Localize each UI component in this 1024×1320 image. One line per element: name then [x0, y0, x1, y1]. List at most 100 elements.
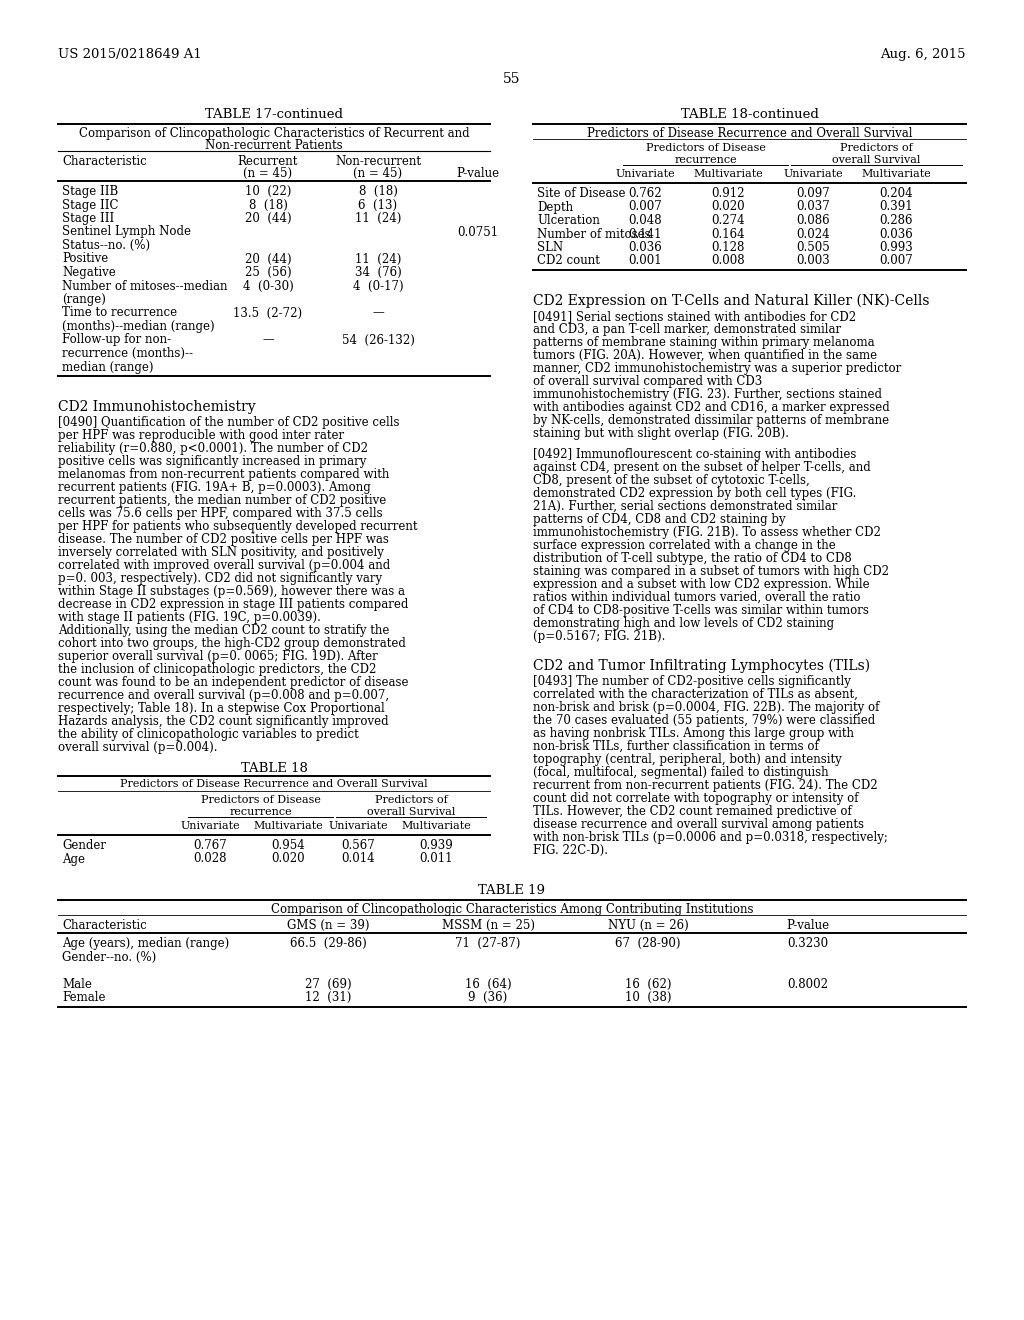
- Text: 66.5  (29-86): 66.5 (29-86): [290, 937, 367, 950]
- Text: Characteristic: Characteristic: [62, 919, 146, 932]
- Text: 11  (24): 11 (24): [354, 252, 401, 265]
- Text: 9  (36): 9 (36): [468, 991, 508, 1005]
- Text: respectively; Table 18). In a stepwise Cox Proportional: respectively; Table 18). In a stepwise C…: [58, 702, 385, 715]
- Text: [0490] Quantification of the number of CD2 positive cells: [0490] Quantification of the number of C…: [58, 416, 399, 429]
- Text: Negative: Negative: [62, 267, 116, 279]
- Text: TABLE 18-continued: TABLE 18-continued: [681, 108, 818, 121]
- Text: 27  (69): 27 (69): [305, 978, 351, 990]
- Text: Recurrent: Recurrent: [238, 154, 298, 168]
- Text: recurrent patients, the median number of CD2 positive: recurrent patients, the median number of…: [58, 494, 386, 507]
- Text: correlated with the characterization of TILs as absent,: correlated with the characterization of …: [534, 688, 858, 701]
- Text: ratios within individual tumors varied, overall the ratio: ratios within individual tumors varied, …: [534, 591, 860, 605]
- Text: the ability of clinicopathologic variables to predict: the ability of clinicopathologic variabl…: [58, 729, 358, 741]
- Text: CD2 Immunohistochemistry: CD2 Immunohistochemistry: [58, 400, 256, 414]
- Text: expression and a subset with low CD2 expression. While: expression and a subset with low CD2 exp…: [534, 578, 869, 591]
- Text: 0.048: 0.048: [628, 214, 662, 227]
- Text: of overall survival compared with CD3: of overall survival compared with CD3: [534, 375, 762, 388]
- Text: 0.007: 0.007: [880, 255, 912, 268]
- Text: Univariate: Univariate: [615, 169, 675, 180]
- Text: —: —: [262, 334, 273, 346]
- Text: Number of mitoses--median: Number of mitoses--median: [62, 280, 227, 293]
- Text: with antibodies against CD2 and CD16, a marker expressed: with antibodies against CD2 and CD16, a …: [534, 401, 890, 414]
- Text: Multivariate: Multivariate: [253, 821, 323, 832]
- Text: 11  (24): 11 (24): [354, 213, 401, 224]
- Text: TABLE 19: TABLE 19: [478, 884, 546, 898]
- Text: within Stage II substages (p=0.569), however there was a: within Stage II substages (p=0.569), how…: [58, 585, 406, 598]
- Text: median (range): median (range): [62, 360, 154, 374]
- Text: demonstrating high and low levels of CD2 staining: demonstrating high and low levels of CD2…: [534, 616, 835, 630]
- Text: FIG. 22C-D).: FIG. 22C-D).: [534, 843, 608, 857]
- Text: Depth: Depth: [537, 201, 573, 214]
- Text: 55: 55: [503, 73, 521, 86]
- Text: Female: Female: [62, 991, 105, 1005]
- Text: NYU (n = 26): NYU (n = 26): [607, 919, 688, 932]
- Text: —: —: [372, 306, 384, 319]
- Text: MSSM (n = 25): MSSM (n = 25): [441, 919, 535, 932]
- Text: count did not correlate with topography or intensity of: count did not correlate with topography …: [534, 792, 858, 805]
- Text: 0.014: 0.014: [341, 853, 375, 866]
- Text: 0.141: 0.141: [629, 227, 662, 240]
- Text: 0.024: 0.024: [797, 227, 829, 240]
- Text: of CD4 to CD8-positive T-cells was similar within tumors: of CD4 to CD8-positive T-cells was simil…: [534, 605, 869, 616]
- Text: Site of Disease: Site of Disease: [537, 187, 626, 201]
- Text: 4  (0-17): 4 (0-17): [352, 280, 403, 293]
- Text: the 70 cases evaluated (55 patients, 79%) were classified: the 70 cases evaluated (55 patients, 79%…: [534, 714, 876, 727]
- Text: immunohistochemistry (FIG. 21B). To assess whether CD2: immunohistochemistry (FIG. 21B). To asse…: [534, 525, 881, 539]
- Text: by NK-cells, demonstrated dissimilar patterns of membrane: by NK-cells, demonstrated dissimilar pat…: [534, 414, 889, 426]
- Text: 0.011: 0.011: [419, 853, 453, 866]
- Text: 0.505: 0.505: [796, 242, 829, 253]
- Text: 0.274: 0.274: [712, 214, 744, 227]
- Text: overall Survival: overall Survival: [833, 154, 921, 165]
- Text: (p=0.5167; FIG. 21B).: (p=0.5167; FIG. 21B).: [534, 630, 666, 643]
- Text: reliability (r=0.880, p<0.0001). The number of CD2: reliability (r=0.880, p<0.0001). The num…: [58, 442, 368, 455]
- Text: demonstrated CD2 expression by both cell types (FIG.: demonstrated CD2 expression by both cell…: [534, 487, 856, 500]
- Text: Predictors of: Predictors of: [840, 143, 912, 153]
- Text: TILs. However, the CD2 count remained predictive of: TILs. However, the CD2 count remained pr…: [534, 805, 852, 818]
- Text: 8  (18): 8 (18): [358, 185, 397, 198]
- Text: Comparison of Clincopathologic Characteristics Among Contributing Institutions: Comparison of Clincopathologic Character…: [270, 903, 754, 916]
- Text: 0.762: 0.762: [628, 187, 662, 201]
- Text: and CD3, a pan T-cell marker, demonstrated similar: and CD3, a pan T-cell marker, demonstrat…: [534, 323, 841, 337]
- Text: decrease in CD2 expression in stage III patients compared: decrease in CD2 expression in stage III …: [58, 598, 409, 611]
- Text: US 2015/0218649 A1: US 2015/0218649 A1: [58, 48, 202, 61]
- Text: distribution of T-cell subtype, the ratio of CD4 to CD8: distribution of T-cell subtype, the rati…: [534, 552, 852, 565]
- Text: Univariate: Univariate: [328, 821, 388, 832]
- Text: tumors (FIG. 20A). However, when quantified in the same: tumors (FIG. 20A). However, when quantif…: [534, 348, 878, 362]
- Text: recurrence: recurrence: [229, 807, 292, 817]
- Text: 13.5  (2-72): 13.5 (2-72): [233, 306, 302, 319]
- Text: Age: Age: [62, 853, 85, 866]
- Text: [0493] The number of CD2-positive cells significantly: [0493] The number of CD2-positive cells …: [534, 675, 851, 688]
- Text: 16  (62): 16 (62): [625, 978, 672, 990]
- Text: Comparison of Clincopathologic Characteristics of Recurrent and: Comparison of Clincopathologic Character…: [79, 127, 469, 140]
- Text: Ulceration: Ulceration: [537, 214, 600, 227]
- Text: staining but with slight overlap (FIG. 20B).: staining but with slight overlap (FIG. 2…: [534, 426, 790, 440]
- Text: overall survival (p=0.004).: overall survival (p=0.004).: [58, 741, 217, 754]
- Text: Additionally, using the median CD2 count to stratify the: Additionally, using the median CD2 count…: [58, 624, 389, 638]
- Text: disease recurrence and overall survival among patients: disease recurrence and overall survival …: [534, 818, 864, 832]
- Text: Status--no. (%): Status--no. (%): [62, 239, 151, 252]
- Text: p=0. 003, respectively). CD2 did not significantly vary: p=0. 003, respectively). CD2 did not sig…: [58, 572, 382, 585]
- Text: (n = 45): (n = 45): [353, 168, 402, 180]
- Text: per HPF for patients who subsequently developed recurrent: per HPF for patients who subsequently de…: [58, 520, 418, 533]
- Text: correlated with improved overall survival (p=0.004 and: correlated with improved overall surviva…: [58, 558, 390, 572]
- Text: GMS (n = 39): GMS (n = 39): [287, 919, 370, 932]
- Text: positive cells was significantly increased in primary: positive cells was significantly increas…: [58, 455, 367, 469]
- Text: against CD4, present on the subset of helper T-cells, and: against CD4, present on the subset of he…: [534, 461, 870, 474]
- Text: Age (years), median (range): Age (years), median (range): [62, 937, 229, 950]
- Text: 6  (13): 6 (13): [358, 198, 397, 211]
- Text: Stage III: Stage III: [62, 213, 115, 224]
- Text: disease. The number of CD2 positive cells per HPF was: disease. The number of CD2 positive cell…: [58, 533, 389, 546]
- Text: 0.036: 0.036: [880, 227, 912, 240]
- Text: 0.204: 0.204: [880, 187, 912, 201]
- Text: CD2 Expression on T-Cells and Natural Killer (NK)-Cells: CD2 Expression on T-Cells and Natural Ki…: [534, 294, 930, 309]
- Text: 0.767: 0.767: [194, 840, 227, 851]
- Text: Non-recurrent: Non-recurrent: [335, 154, 421, 168]
- Text: 0.8002: 0.8002: [787, 978, 828, 990]
- Text: 12  (31): 12 (31): [305, 991, 351, 1005]
- Text: Sentinel Lymph Node: Sentinel Lymph Node: [62, 226, 191, 239]
- Text: patterns of CD4, CD8 and CD2 staining by: patterns of CD4, CD8 and CD2 staining by: [534, 513, 785, 525]
- Text: recurrence: recurrence: [674, 154, 737, 165]
- Text: CD8, present of the subset of cytotoxic T-cells,: CD8, present of the subset of cytotoxic …: [534, 474, 810, 487]
- Text: Multivariate: Multivariate: [401, 821, 471, 832]
- Text: SLN: SLN: [537, 242, 563, 253]
